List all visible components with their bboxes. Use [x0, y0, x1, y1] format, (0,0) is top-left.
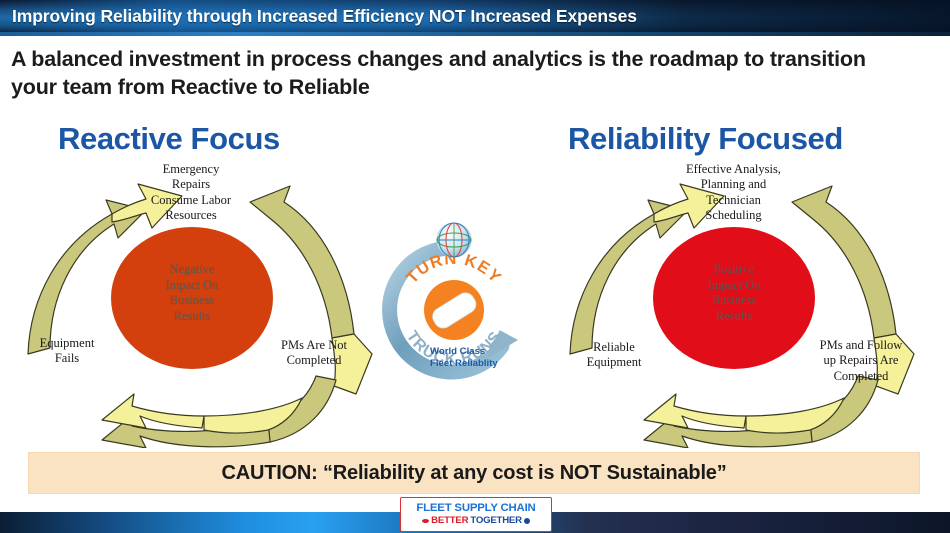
footer-logo-together: TOGETHER [470, 515, 522, 527]
reliability-cycle-diagram: Effective Analysis, Planning and Technic… [548, 158, 928, 448]
logo-graphic: TURN KEY TRUCK RUNS [382, 222, 518, 380]
slide-title-bar: Improving Reliability through Increased … [0, 0, 950, 32]
footer-logo-better: BETTER [431, 515, 469, 527]
truck-dot-icon [422, 519, 430, 524]
reliability-label-bottom-right: PMs and Follow up Repairs Are Completed [819, 338, 903, 383]
left-column-heading: Reactive Focus [58, 121, 280, 156]
logo-tagline: World Class Fleet Reliablity [430, 346, 498, 369]
reliability-label-bottom-left: Reliable Equipment [586, 340, 642, 370]
reactive-cycle-arrows [27, 183, 373, 448]
title-underline [0, 32, 950, 36]
globe-icon [436, 222, 472, 258]
reactive-label-bottom-left: Equipment Fails [39, 336, 95, 366]
caution-text: CAUTION: “Reliability at any cost is NOT… [221, 461, 727, 484]
reliability-center-circle [653, 227, 815, 369]
reactive-center-circle [111, 227, 273, 369]
reactive-center-text: Negative Impact On Business Results [165, 262, 219, 323]
footer-logo-line1: FLEET SUPPLY CHAIN [416, 502, 536, 514]
fleet-supply-chain-logo: FLEET SUPPLY CHAIN BETTER TOGETHER [400, 497, 552, 532]
reliability-cycle-arrows [569, 183, 915, 448]
footer-logo-line2: BETTER TOGETHER [422, 516, 530, 526]
reactive-cycle-diagram: Emergency Repairs Consume Labor Resource… [6, 158, 386, 448]
reliability-label-top: Effective Analysis, Planning and Technic… [686, 162, 781, 222]
page-title: Improving Reliability through Increased … [12, 6, 637, 26]
subtitle-text: A balanced investment in process changes… [11, 47, 866, 100]
turn-key-truck-runs-logo: TURN KEY TRUCK RUNS World Class Fleet Re… [382, 218, 530, 383]
reliability-center-text: Positive Impact On Business Results [707, 262, 761, 323]
globe-dot-icon [523, 518, 530, 525]
right-column-heading: Reliability Focused [568, 121, 843, 156]
caution-banner: CAUTION: “Reliability at any cost is NOT… [28, 452, 920, 494]
reactive-label-bottom-right: PMs Are Not Completed [281, 338, 347, 368]
reactive-label-top: Emergency Repairs Consume Labor Resource… [150, 162, 232, 222]
